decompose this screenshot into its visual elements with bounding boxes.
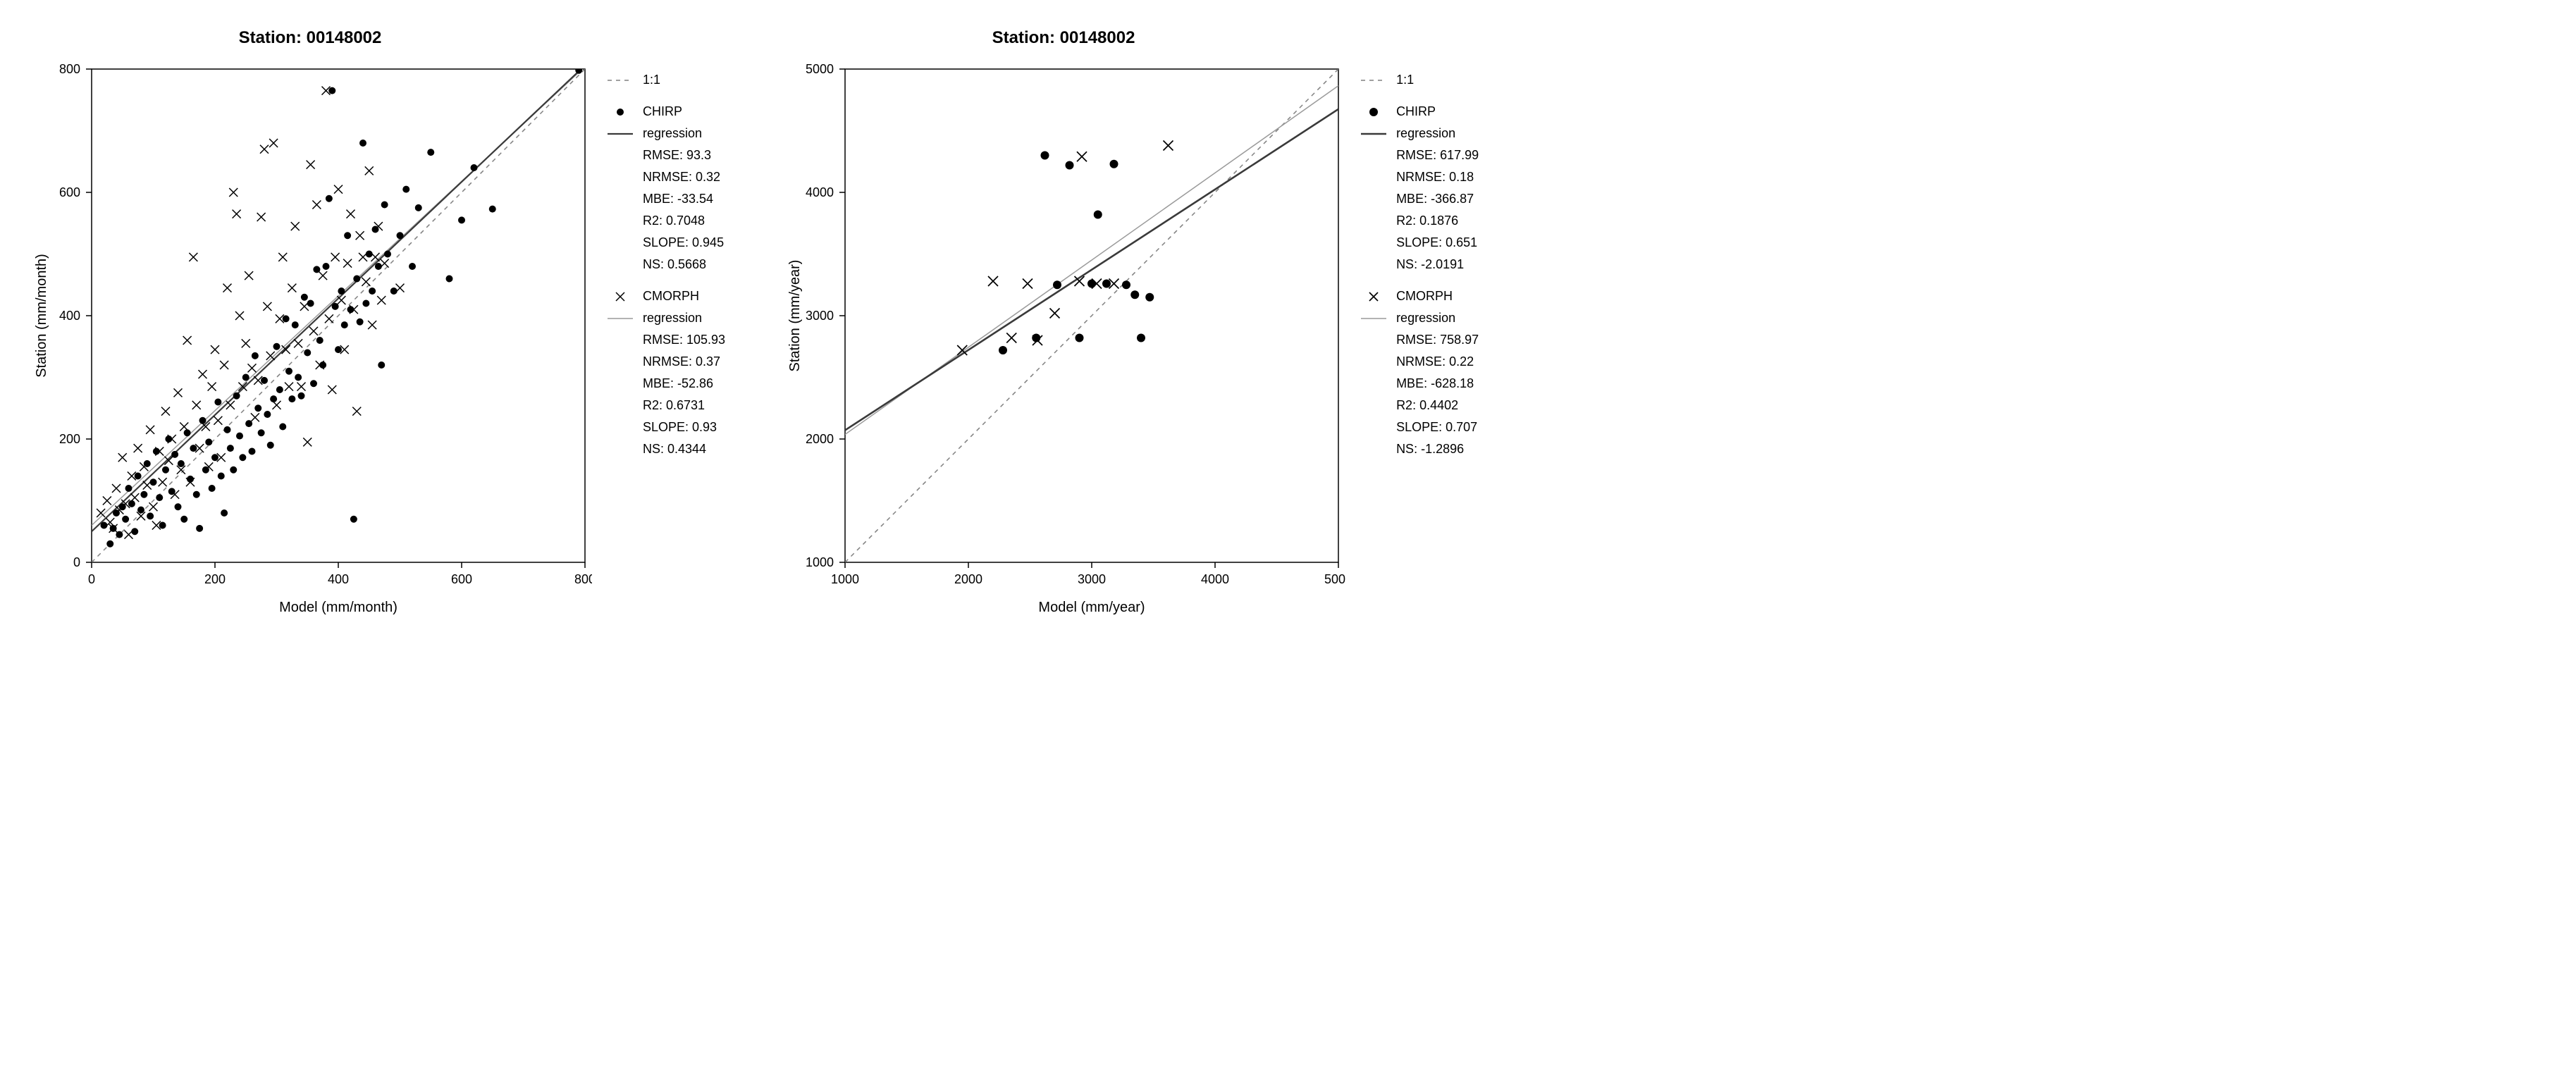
legend-one-one-label: 1:1 — [1396, 70, 1414, 89]
legend-chirp-stat: RMSE: 93.3 — [643, 146, 711, 165]
legend-chirp-stat: MBE: -366.87 — [1396, 190, 1474, 209]
svg-text:1000: 1000 — [831, 572, 859, 586]
one-to-one-line-icon — [1360, 75, 1388, 85]
svg-text:Station (mm/month): Station (mm/month) — [34, 254, 49, 378]
legend-cmorph-stat: SLOPE: 0.93 — [643, 418, 717, 437]
panel: Station: 00148002 0 200 400 600 800 0 200 400 60… — [28, 28, 725, 626]
svg-text:2000: 2000 — [954, 572, 982, 586]
svg-text:600: 600 — [59, 185, 80, 199]
cmorph-regression-line-icon — [1360, 314, 1388, 323]
scatter-plot: 0 200 400 600 800 0 200 400 600 800 Model (mm/mont… — [28, 62, 592, 626]
legend-cmorph-stat: R2: 0.6731 — [643, 396, 705, 415]
svg-text:4000: 4000 — [806, 185, 834, 199]
svg-text:400: 400 — [59, 309, 80, 323]
svg-text:5000: 5000 — [1324, 572, 1345, 586]
svg-text:Model (mm/month): Model (mm/month) — [279, 600, 398, 615]
legend-cmorph-stat: NRMSE: 0.22 — [1396, 352, 1474, 371]
svg-text:400: 400 — [328, 572, 349, 586]
legend: 1:1 CHIRP regression RMSE: 93.3 NRMSE: 0.3… — [606, 70, 725, 471]
legend-cmorph-regression-label: regression — [1396, 309, 1455, 328]
cmorph-regression-line-icon — [606, 314, 634, 323]
legend-chirp-stat: SLOPE: 0.945 — [643, 233, 724, 252]
legend-cmorph-stat: RMSE: 758.97 — [1396, 330, 1479, 350]
legend-chirp-stat: MBE: -33.54 — [643, 190, 713, 209]
legend-chirp-stat: R2: 0.7048 — [643, 211, 705, 230]
scatter-plot: 1000 2000 3000 4000 5000 1000 2000 3000 4000 5000… — [782, 62, 1345, 626]
legend-cmorph-stat: MBE: -628.18 — [1396, 374, 1474, 393]
legend-chirp-stat: NS: 0.5668 — [643, 255, 706, 274]
legend-cmorph-stat: NS: -1.2896 — [1396, 440, 1464, 459]
legend-cmorph-stat: R2: 0.4402 — [1396, 396, 1458, 415]
svg-text:Model (mm/year): Model (mm/year) — [1038, 600, 1145, 615]
legend-chirp-label: CHIRP — [643, 102, 682, 121]
legend-one-one-label: 1:1 — [643, 70, 660, 89]
one-to-one-line-icon — [606, 75, 634, 85]
legend-chirp-stat: NRMSE: 0.18 — [1396, 168, 1474, 187]
chirp-regression-line-icon — [606, 129, 634, 139]
legend-chirp-label: CHIRP — [1396, 102, 1436, 121]
legend-chirp-regression-label: regression — [643, 124, 702, 143]
svg-text:3000: 3000 — [806, 309, 834, 323]
legend-cmorph-stat: SLOPE: 0.707 — [1396, 418, 1477, 437]
legend-chirp-stat: NS: -2.0191 — [1396, 255, 1464, 274]
legend: 1:1 CHIRP regression RMSE: 617.99 NRMSE: 0… — [1360, 70, 1479, 471]
svg-text:0: 0 — [73, 555, 80, 569]
chart-title: Station: 00148002 — [239, 28, 382, 48]
legend-cmorph-stat: NS: 0.4344 — [643, 440, 706, 459]
svg-text:2000: 2000 — [806, 432, 834, 446]
chirp-regression-line-icon — [1360, 129, 1388, 139]
svg-text:200: 200 — [204, 572, 226, 586]
legend-cmorph-stat: RMSE: 105.93 — [643, 330, 725, 350]
legend-chirp-regression-label: regression — [1396, 124, 1455, 143]
svg-text:0: 0 — [88, 572, 95, 586]
svg-text:200: 200 — [59, 432, 80, 446]
svg-text:1000: 1000 — [806, 555, 834, 569]
legend-cmorph-label: CMORPH — [643, 287, 699, 306]
cmorph-marker-icon — [606, 292, 634, 302]
legend-chirp-stat: RMSE: 617.99 — [1396, 146, 1479, 165]
svg-text:800: 800 — [574, 572, 592, 586]
legend-cmorph-regression-label: regression — [643, 309, 702, 328]
svg-text:4000: 4000 — [1201, 572, 1229, 586]
chirp-marker-icon — [606, 107, 634, 117]
legend-cmorph-stat: MBE: -52.86 — [643, 374, 713, 393]
cmorph-marker-icon — [1360, 292, 1388, 302]
chart-panels: Station: 00148002 0 200 400 600 800 0 200 400 60… — [28, 28, 2548, 626]
legend-chirp-stat: SLOPE: 0.651 — [1396, 233, 1477, 252]
svg-text:600: 600 — [451, 572, 472, 586]
svg-text:Station (mm/year): Station (mm/year) — [787, 260, 803, 372]
chart-title: Station: 00148002 — [992, 28, 1135, 48]
chirp-marker-icon — [1360, 107, 1388, 117]
svg-text:5000: 5000 — [806, 62, 834, 76]
legend-chirp-stat: R2: 0.1876 — [1396, 211, 1458, 230]
legend-chirp-stat: NRMSE: 0.32 — [643, 168, 720, 187]
legend-cmorph-label: CMORPH — [1396, 287, 1453, 306]
legend-cmorph-stat: NRMSE: 0.37 — [643, 352, 720, 371]
svg-text:3000: 3000 — [1078, 572, 1106, 586]
panel: Station: 00148002 1000200030004000500010… — [782, 28, 1479, 626]
svg-text:800: 800 — [59, 62, 80, 76]
